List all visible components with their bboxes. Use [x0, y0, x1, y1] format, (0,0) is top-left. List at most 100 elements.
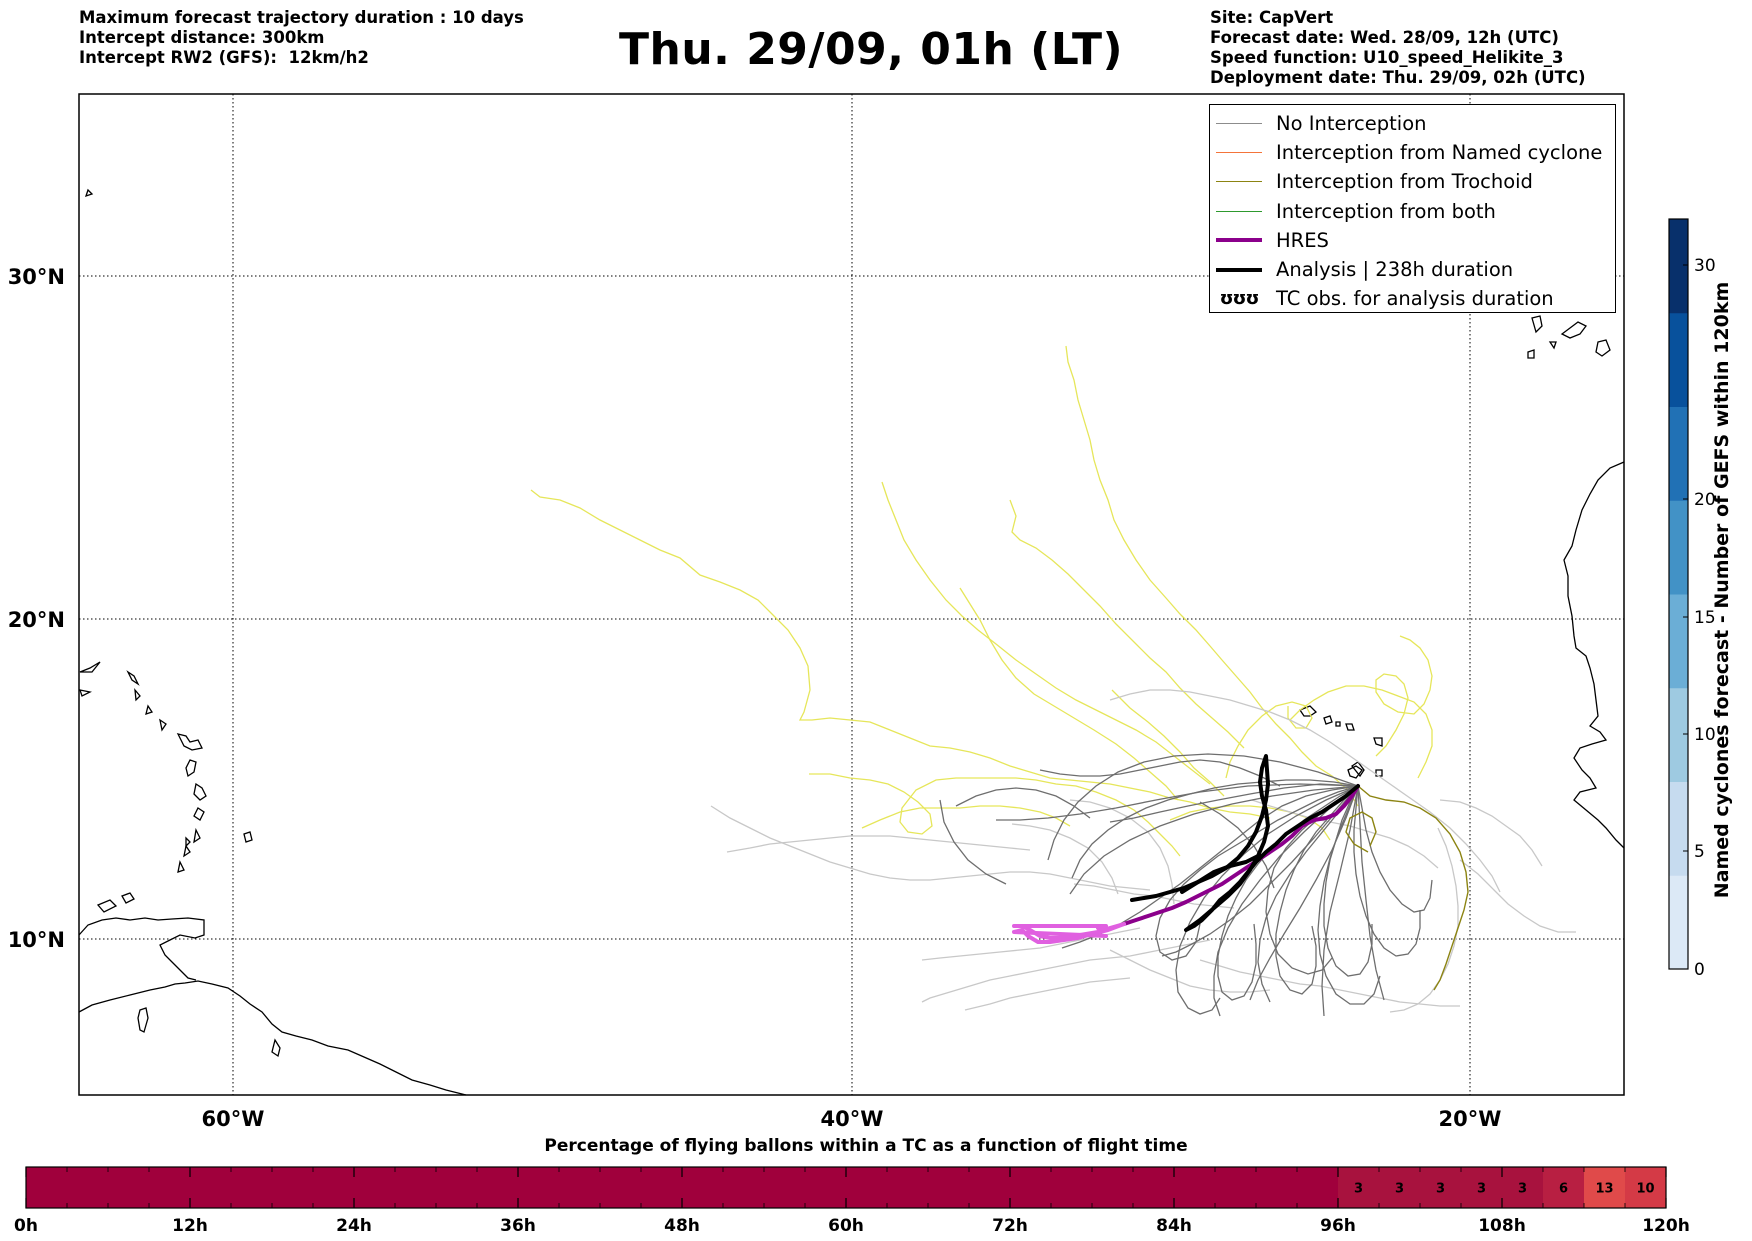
trajectory	[1257, 785, 1359, 1003]
flight-time-tick-label: 108h	[1478, 1216, 1526, 1236]
trajectory	[1345, 811, 1377, 853]
flight-time-cell	[26, 1167, 68, 1208]
legend-item: Interception from Named cyclone	[1210, 138, 1615, 167]
flight-time-cell	[682, 1167, 724, 1208]
flight-time-cell	[559, 1167, 601, 1208]
trajectory	[955, 787, 1091, 819]
coast-antilles	[183, 844, 191, 858]
trajectory	[881, 481, 1211, 785]
flight-time-cell	[477, 1167, 519, 1208]
trajectory	[939, 799, 1007, 885]
header-left-line: Intercept RW2 (GFS): 12km/h2	[79, 48, 369, 67]
colorbar-segment	[1669, 781, 1688, 876]
trajectory	[861, 805, 1071, 829]
coast-island	[121, 892, 135, 904]
colorbar-segment	[1669, 312, 1688, 407]
coast-antilles	[84, 188, 94, 198]
trajectory	[1275, 785, 1359, 995]
coast-antilles	[193, 807, 205, 821]
flight-time-tick-label: 12h	[172, 1216, 208, 1236]
flight-time-cell	[190, 1167, 232, 1208]
header-right-info: Site: CapVert Forecast date: Wed. 28/09,…	[1210, 8, 1586, 88]
flight-time-cell	[149, 1167, 191, 1208]
header-left-info: Maximum forecast trajectory duration : 1…	[79, 8, 524, 68]
flight-time-cell	[1051, 1167, 1093, 1208]
legend-swatch	[1216, 267, 1262, 272]
legend-item: HRES	[1210, 226, 1615, 255]
trajectory-analysis	[1130, 754, 1360, 932]
coast-capeverde	[1345, 723, 1355, 731]
trajectory	[1199, 801, 1275, 889]
colorbar-tick-label: 15	[1694, 608, 1716, 628]
flight-time-cell	[1215, 1167, 1257, 1208]
legend-swatch	[1216, 238, 1262, 243]
trajectory	[1357, 785, 1469, 991]
coast-venezuela	[78, 917, 205, 981]
legend-label: Interception from both	[1276, 199, 1496, 223]
flight-time-cell	[67, 1167, 109, 1208]
legend-item: ʊʊʊ TC obs. for analysis duration	[1210, 284, 1615, 313]
flight-time-bar: 3 3 3 3 3 6 13 10 0h 12h 24h 36h 48h 60h 72h 84h 96h 108h…	[14, 1166, 1690, 1236]
lat-tick-label: 20°N	[8, 608, 65, 632]
flight-time-value: 6	[1559, 1182, 1568, 1197]
flight-time-value: 3	[1395, 1182, 1404, 1197]
lon-tick-label: 20°W	[1439, 1107, 1502, 1131]
flight-time-cell	[1010, 1167, 1052, 1208]
coast-antilles	[126, 670, 140, 686]
coast-antilles	[159, 718, 167, 732]
colorbar-label: Named cyclones forecast - Number of GEFS…	[1711, 281, 1733, 899]
trajectory	[1357, 785, 1433, 913]
trajectory	[1213, 785, 1359, 1017]
flight-time-cell	[1461, 1167, 1503, 1208]
flight-time-cell	[1256, 1167, 1298, 1208]
trajectory	[1375, 635, 1433, 757]
coast-antilles	[79, 661, 101, 673]
flight-time-cell	[1092, 1167, 1134, 1208]
legend-label: HRES	[1276, 228, 1329, 252]
flight-time-tick-label: 36h	[500, 1216, 536, 1236]
trajectory	[530, 489, 1271, 819]
flight-time-tick-label: 0h	[14, 1216, 38, 1236]
flight-time-cell	[518, 1167, 560, 1208]
colorbar-segment	[1669, 594, 1688, 689]
trajectory	[710, 805, 1151, 891]
coast-antilles	[176, 733, 203, 751]
trajectory	[921, 939, 1211, 1003]
coast-capeverde	[1299, 705, 1318, 717]
header-left-line: Maximum forecast trajectory duration : 1…	[79, 8, 524, 27]
flight-time-cell	[928, 1167, 970, 1208]
coastlines	[78, 188, 1625, 1096]
flight-time-tick-label: 48h	[664, 1216, 700, 1236]
colorbar-segment	[1669, 687, 1688, 782]
flight-time-cell	[1543, 1167, 1585, 1208]
trajectory	[1069, 785, 1359, 895]
flight-time-cell	[1133, 1167, 1175, 1208]
trajectory	[1047, 753, 1359, 861]
flight-time-value: 3	[1518, 1182, 1527, 1197]
trajectory	[964, 977, 1131, 1011]
header-right-line: Speed function: U10_speed_Helikite_3	[1210, 48, 1564, 67]
legend: No Interception Interception from Named …	[1209, 104, 1616, 313]
trajectory	[1251, 799, 1439, 869]
header-right-line: Deployment date: Thu. 29/09, 02h (UTC)	[1210, 68, 1586, 87]
flight-time-cell	[764, 1167, 806, 1208]
legend-label: TC obs. for analysis duration	[1276, 287, 1554, 311]
trajectories-olive	[1345, 785, 1469, 991]
coast-island	[137, 1007, 149, 1033]
colorbar: 0 5 10 15 20 30	[1668, 218, 1716, 980]
trajectory	[1109, 783, 1359, 823]
trajectory	[1289, 685, 1433, 779]
coast-antilles	[177, 860, 185, 873]
trajectory	[1459, 859, 1576, 933]
flight-time-cell	[846, 1167, 888, 1208]
coast-antilles	[185, 836, 191, 848]
flight-time-tick-label: 96h	[1320, 1216, 1356, 1236]
analysis-branch	[1130, 782, 1270, 902]
coast-island	[271, 1038, 281, 1058]
page-title: Thu. 29/09, 01h (LT)	[619, 24, 1124, 75]
trajectory	[1109, 689, 1501, 893]
coast-south-america	[78, 980, 467, 1096]
tc-symbol-icon: ʊʊʊ	[1219, 288, 1260, 310]
coast-antilles	[185, 759, 197, 778]
flight-time-cell	[969, 1167, 1011, 1208]
